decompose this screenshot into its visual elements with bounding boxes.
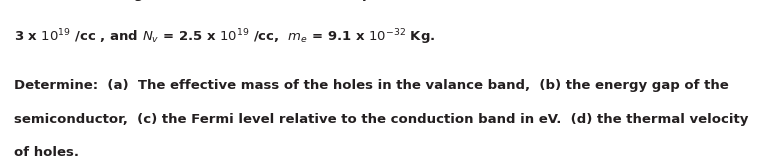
Text: semiconductor,  (c) the Fermi level relative to the conduction band in eV.  (d) : semiconductor, (c) the Fermi level relat… [14,113,748,126]
Text: of holes.: of holes. [14,146,79,159]
Text: Determine:  (a)  The effective mass of the holes in the valance band,  (b) the e: Determine: (a) The effective mass of the… [14,79,728,92]
Text: 3 x $10^{19}$ /cc , and $N_v$ = 2.5 x $10^{19}$ /cc,  $m_e$ = 9.1 x $10^{-32}$ K: 3 x $10^{19}$ /cc , and $N_v$ = 2.5 x $1… [14,27,435,47]
Text: 1.   The following data is available for an undoped semiconductor:  $n_i$ = $10^: 1. The following data is available for a… [14,0,732,5]
